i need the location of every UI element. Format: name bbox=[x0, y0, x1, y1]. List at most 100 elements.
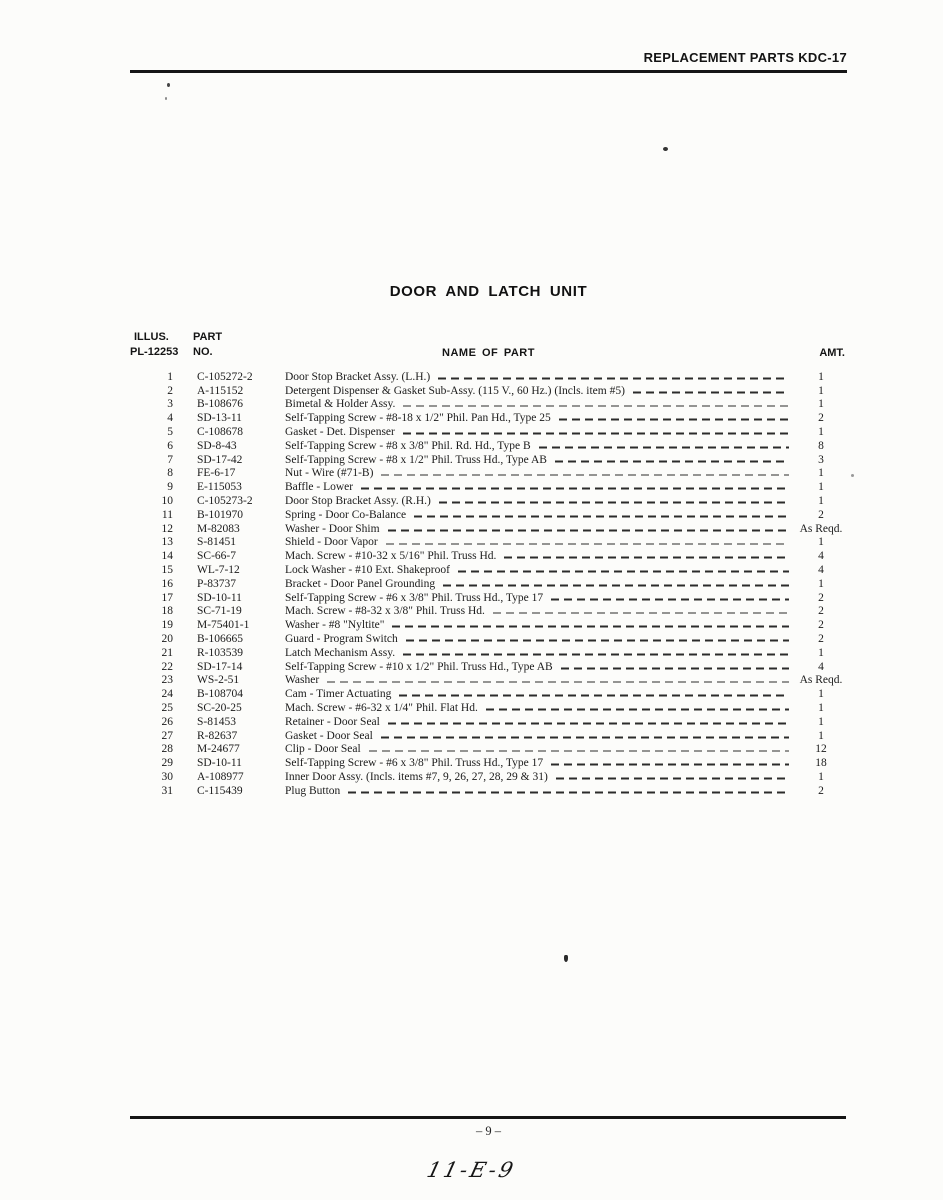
dotted-leader bbox=[348, 791, 789, 794]
part-number: B-101970 bbox=[197, 508, 243, 521]
running-header: REPLACEMENT PARTS KDC-17 bbox=[643, 50, 847, 65]
illus-number: 6 bbox=[167, 439, 173, 452]
part-name: Washer - Door Shim bbox=[285, 522, 380, 535]
part-number: SC-71-19 bbox=[197, 605, 242, 618]
amount: 1 bbox=[818, 646, 824, 659]
dotted-leader bbox=[457, 570, 789, 573]
part-number: B-108704 bbox=[197, 688, 243, 701]
illus-number: 11 bbox=[161, 508, 173, 521]
table-row: 9 E-115053 Baffle - Lower 1 bbox=[130, 480, 847, 494]
col-header-part-no: NO. bbox=[193, 346, 213, 358]
table-row: 18 SC-71-19 Mach. Screw - #8-32 x 3/8" P… bbox=[130, 605, 847, 619]
amount: 4 bbox=[818, 564, 824, 577]
dotted-leader bbox=[385, 543, 789, 545]
part-name: Self-Tapping Screw - #8-18 x 1/2" Phil. … bbox=[285, 412, 551, 425]
amount: 18 bbox=[815, 757, 827, 770]
part-number: E-115053 bbox=[197, 481, 242, 494]
table-row: 21 R-103539 Latch Mechanism Assy. 1 bbox=[130, 646, 847, 660]
dotted-leader bbox=[381, 474, 789, 476]
dotted-leader bbox=[399, 694, 789, 697]
illus-number: 18 bbox=[161, 605, 174, 618]
col-header-amt: AMT. bbox=[819, 347, 845, 359]
part-number: B-108676 bbox=[197, 398, 243, 411]
dotted-leader bbox=[551, 763, 789, 766]
page-title: DOOR AND LATCH UNIT bbox=[389, 283, 588, 300]
illus-number: 30 bbox=[161, 771, 174, 783]
illus-number: 1 bbox=[167, 370, 173, 383]
table-row: 20 B-106665 Guard - Program Switch 2 bbox=[130, 632, 847, 646]
illus-number: 29 bbox=[161, 757, 174, 770]
table-row: 2 A-115152 Detergent Dispenser & Gasket … bbox=[130, 384, 847, 398]
part-name: Door Stop Bracket Assy. (R.H.) bbox=[285, 495, 431, 508]
amount: 1 bbox=[818, 495, 824, 508]
part-number: SD-17-42 bbox=[197, 453, 243, 466]
dotted-leader bbox=[327, 681, 789, 683]
dotted-leader bbox=[551, 598, 789, 601]
amount: 2 bbox=[818, 784, 824, 797]
illus-number: 5 bbox=[167, 426, 173, 439]
part-number: C-105273-2 bbox=[197, 495, 253, 508]
amount: 1 bbox=[818, 384, 824, 397]
scan-speck bbox=[564, 955, 568, 962]
illus-number: 9 bbox=[167, 481, 173, 494]
illus-number: 28 bbox=[161, 743, 174, 756]
illus-number: 26 bbox=[161, 715, 174, 728]
illus-number: 31 bbox=[161, 784, 174, 797]
dotted-leader bbox=[392, 625, 789, 628]
dotted-leader bbox=[405, 639, 789, 642]
col-header-name: NAME OF PART bbox=[442, 347, 535, 359]
part-name: Self-Tapping Screw - #10 x 1/2" Phil. Tr… bbox=[285, 660, 553, 673]
table-row: 29 SD-10-11 Self-Tapping Screw - #6 x 3/… bbox=[130, 756, 847, 770]
amount: 1 bbox=[818, 398, 824, 411]
part-name: Door Stop Bracket Assy. (L.H.) bbox=[285, 370, 431, 383]
part-number: SD-8-43 bbox=[197, 439, 237, 452]
dotted-leader bbox=[438, 501, 789, 504]
dotted-leader bbox=[538, 446, 789, 449]
amount: 2 bbox=[818, 412, 824, 425]
part-number: C-108678 bbox=[197, 426, 243, 439]
part-name: Detergent Dispenser & Gasket Sub-Assy. (… bbox=[285, 384, 625, 397]
amount: 1 bbox=[818, 370, 824, 383]
page-number: – 9 – bbox=[476, 1124, 501, 1138]
amount: 2 bbox=[818, 591, 824, 604]
illus-number: 8 bbox=[167, 467, 173, 480]
footer-rule bbox=[130, 1116, 846, 1119]
amount: 12 bbox=[815, 743, 827, 756]
scan-speck bbox=[851, 474, 854, 477]
table-row: 30 A-108977 Inner Door Assy. (Incls. ite… bbox=[130, 770, 847, 784]
amount: 1 bbox=[818, 702, 824, 715]
table-row: 1 C-105272-2 Door Stop Bracket Assy. (L.… bbox=[130, 370, 847, 384]
amount: 2 bbox=[818, 619, 824, 632]
table-row: 14 SC-66-7 Mach. Screw - #10-32 x 5/16" … bbox=[130, 549, 847, 563]
part-name: Shield - Door Vapor bbox=[285, 536, 378, 549]
table-row: 23 WS-2-51 Washer As Reqd. bbox=[130, 674, 847, 688]
part-number: B-106665 bbox=[197, 633, 243, 646]
amount: 8 bbox=[818, 439, 824, 452]
table-row: 3 B-108676 Bimetal & Holder Assy. 1 bbox=[130, 398, 847, 412]
part-name: Latch Mechanism Assy. bbox=[285, 646, 396, 659]
dotted-leader bbox=[492, 612, 789, 614]
illus-number: 20 bbox=[161, 633, 174, 646]
part-name: Washer - #8 "Nyltite" bbox=[285, 619, 385, 632]
dotted-leader bbox=[632, 391, 789, 394]
illus-number: 24 bbox=[161, 688, 174, 701]
illus-number: 16 bbox=[161, 577, 174, 590]
illus-number: 17 bbox=[161, 591, 174, 604]
table-row: 5 C-108678 Gasket - Det. Dispenser 1 bbox=[130, 425, 847, 439]
amount: 4 bbox=[818, 660, 824, 673]
part-name: Retainer - Door Seal bbox=[285, 715, 380, 728]
amount: 1 bbox=[818, 715, 824, 728]
scan-speck bbox=[167, 83, 170, 87]
amount: 1 bbox=[818, 536, 824, 549]
table-row: 19 M-75401-1 Washer - #8 "Nyltite" 2 bbox=[130, 618, 847, 632]
part-number: A-108977 bbox=[197, 771, 244, 783]
table-row: 11 B-101970 Spring - Door Co-Balance 2 bbox=[130, 508, 847, 522]
illus-number: 13 bbox=[161, 536, 174, 549]
illus-number: 4 bbox=[167, 412, 173, 425]
part-number: WS-2-51 bbox=[197, 674, 240, 687]
part-number: C-115439 bbox=[197, 784, 243, 797]
table-row: 22 SD-17-14 Self-Tapping Screw - #10 x 1… bbox=[130, 660, 847, 674]
part-name: Lock Washer - #10 Ext. Shakeproof bbox=[285, 564, 450, 577]
amount: 1 bbox=[818, 481, 824, 494]
